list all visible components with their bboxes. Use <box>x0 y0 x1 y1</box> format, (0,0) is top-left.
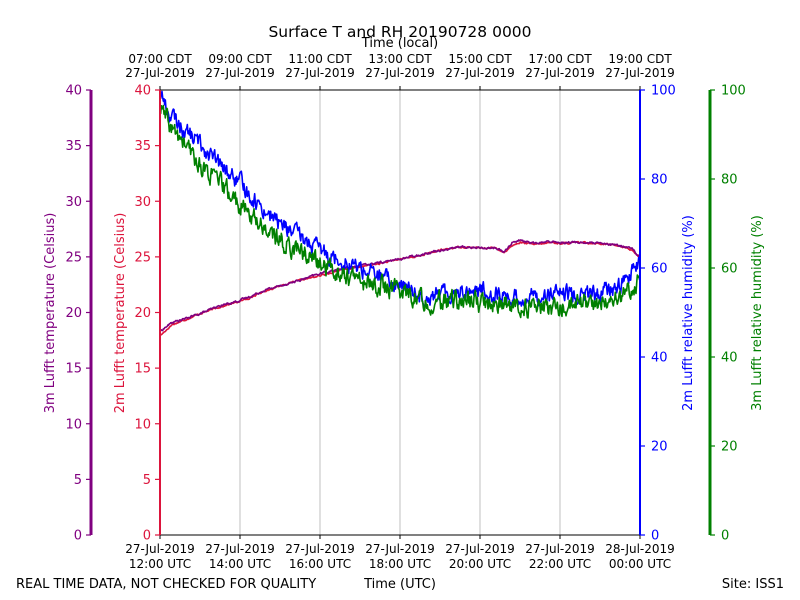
bottom-tick-date: 27-Jul-2019 <box>205 542 275 556</box>
axis-3m-temperature-tick-label: 15 <box>65 362 82 377</box>
axis-2m-temperature-tick-label: 25 <box>134 250 151 265</box>
axis-2m-temperature-tick-label: 35 <box>134 139 151 154</box>
bottom-tick-time: 14:00 UTC <box>209 557 271 571</box>
bottom-tick-time: 00:00 UTC <box>609 557 671 571</box>
top-tick-date: 27-Jul-2019 <box>445 66 515 80</box>
axis-2m-humidity-tick-label: 60 <box>651 262 668 277</box>
bottom-tick-time: 12:00 UTC <box>129 557 191 571</box>
axis-3m-temperature-tick-label: 25 <box>65 250 82 265</box>
axis-2m-humidity-tick-label: 100 <box>651 84 676 99</box>
axis-2m-humidity-tick-label: 40 <box>651 351 668 366</box>
top-tick-time: 17:00 CDT <box>528 52 592 66</box>
axis-3m-humidity-tick-label: 20 <box>721 440 738 455</box>
bottom-axis-label: Time (UTC) <box>363 577 436 592</box>
axis-3m-temperature-tick-label: 20 <box>65 306 82 321</box>
axis-label-3m-temperature: 3m Lufft temperature (Celsius) <box>43 213 58 414</box>
axis-3m-humidity-tick-label: 60 <box>721 262 738 277</box>
axis-label-3m-humidity: 3m Lufft relative humidity (%) <box>750 215 765 411</box>
axis-2m-humidity-tick-label: 20 <box>651 440 668 455</box>
axis-2m-temperature-tick-label: 5 <box>143 473 151 488</box>
top-tick-time: 19:00 CDT <box>608 52 672 66</box>
axis-3m-temperature-tick-label: 40 <box>65 84 82 99</box>
axis-3m-humidity-tick-label: 100 <box>721 84 746 99</box>
top-tick-date: 27-Jul-2019 <box>125 66 195 80</box>
axis-2m-temperature-tick-label: 30 <box>134 195 151 210</box>
bottom-tick-date: 27-Jul-2019 <box>285 542 355 556</box>
axis-3m-temperature-tick-label: 30 <box>65 195 82 210</box>
axis-2m-humidity-tick-label: 0 <box>651 529 659 544</box>
axis-2m-temperature-tick-label: 0 <box>143 529 151 544</box>
axis-3m-temperature-tick-label: 35 <box>65 139 82 154</box>
axis-3m-humidity-tick-label: 80 <box>721 173 738 188</box>
top-tick-time: 09:00 CDT <box>208 52 272 66</box>
chart-title: Surface T and RH 20190728 0000 <box>268 23 531 41</box>
axis-3m-humidity-tick-label: 0 <box>721 529 729 544</box>
axis-3m-humidity-tick-label: 40 <box>721 351 738 366</box>
series-2m-lufft-relative-humidity <box>159 90 641 307</box>
axis-2m-temperature-tick-label: 40 <box>134 84 151 99</box>
bottom-tick-date: 27-Jul-2019 <box>125 542 195 556</box>
axis-2m-temperature-tick-label: 20 <box>134 306 151 321</box>
bottom-tick-date: 27-Jul-2019 <box>365 542 435 556</box>
axis-label-2m-temperature: 2m Lufft temperature (Celsius) <box>113 213 128 414</box>
top-tick-date: 27-Jul-2019 <box>365 66 435 80</box>
top-tick-time: 15:00 CDT <box>448 52 512 66</box>
footer-site: Site: ISS1 <box>722 577 784 592</box>
footer-quality-note: REAL TIME DATA, NOT CHECKED FOR QUALITY <box>16 577 316 592</box>
top-axis-label: Time (local) <box>361 36 438 51</box>
top-tick-time: 11:00 CDT <box>288 52 352 66</box>
bottom-tick-date: 27-Jul-2019 <box>525 542 595 556</box>
top-tick-date: 27-Jul-2019 <box>205 66 275 80</box>
bottom-tick-time: 22:00 UTC <box>529 557 591 571</box>
bottom-tick-time: 20:00 UTC <box>449 557 511 571</box>
axis-label-2m-humidity: 2m Lufft relative humidity (%) <box>681 215 696 411</box>
axis-3m-temperature-tick-label: 10 <box>65 417 82 432</box>
top-tick-time: 13:00 CDT <box>368 52 432 66</box>
top-tick-date: 27-Jul-2019 <box>525 66 595 80</box>
bottom-tick-time: 18:00 UTC <box>369 557 431 571</box>
bottom-tick-time: 16:00 UTC <box>289 557 351 571</box>
axis-3m-temperature-tick-label: 5 <box>74 473 82 488</box>
axis-2m-humidity-tick-label: 80 <box>651 173 668 188</box>
top-tick-date: 27-Jul-2019 <box>605 66 675 80</box>
top-tick-date: 27-Jul-2019 <box>285 66 355 80</box>
axis-2m-temperature-tick-label: 15 <box>134 362 151 377</box>
series-3m-lufft-relative-humidity <box>159 104 641 319</box>
axis-3m-temperature-tick-label: 0 <box>74 529 82 544</box>
top-tick-time: 07:00 CDT <box>128 52 192 66</box>
axis-2m-temperature-tick-label: 10 <box>134 417 151 432</box>
bottom-tick-date: 28-Jul-2019 <box>605 542 675 556</box>
series-3m-lufft-temperature <box>159 239 641 333</box>
bottom-tick-date: 27-Jul-2019 <box>445 542 515 556</box>
